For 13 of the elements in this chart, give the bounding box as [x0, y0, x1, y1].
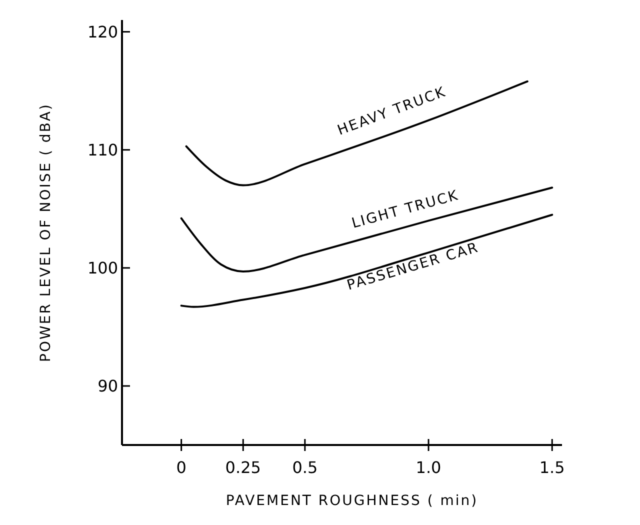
y-tick-label: 110	[87, 140, 118, 160]
x-tick-label: 0.25	[225, 458, 261, 477]
line-series	[185, 80, 528, 186]
y-tick-label: 100	[87, 258, 118, 278]
y-axis-title: POWER LEVEL OF NOISE ( dBA)	[38, 103, 54, 362]
text: LIGHT TRUCK	[350, 188, 461, 232]
y-tick-label: 90	[98, 376, 118, 396]
x-tick-label: 1.5	[539, 458, 565, 477]
x-tick-label: 0.5	[292, 458, 318, 477]
x-tick-label: 1.0	[416, 458, 442, 477]
x-axis-title: PAVEMENT ROUGHNESS ( min)	[226, 493, 478, 509]
x-tick-label: 0	[176, 458, 186, 477]
y-tick-label: 120	[87, 22, 118, 42]
